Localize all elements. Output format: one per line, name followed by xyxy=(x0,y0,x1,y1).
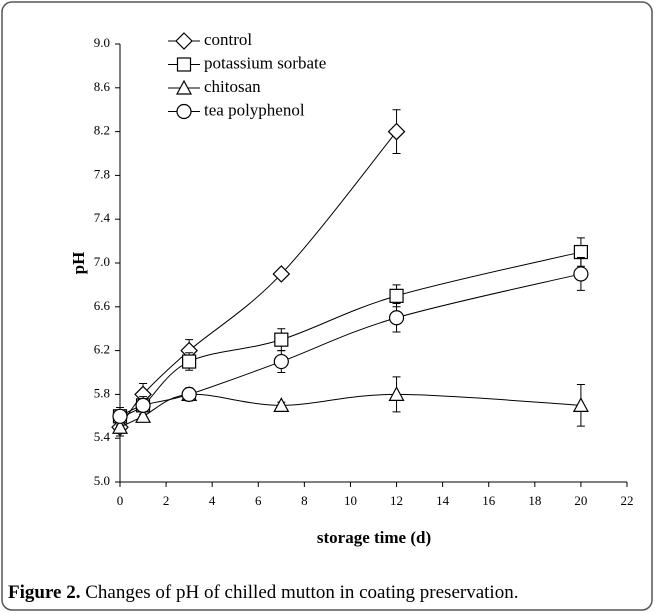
marker xyxy=(135,408,152,423)
y-tick-label: 8.2 xyxy=(94,123,110,138)
marker xyxy=(135,397,151,413)
marker xyxy=(573,266,589,282)
marker xyxy=(272,265,291,283)
y-tick-label: 9.0 xyxy=(94,35,110,50)
caption: Figure 2. Changes of pH of chilled mutto… xyxy=(8,582,518,603)
y-tick-label: 5.4 xyxy=(94,429,111,444)
marker xyxy=(572,397,589,412)
x-tick-label: 22 xyxy=(621,493,634,508)
marker xyxy=(388,310,405,326)
marker xyxy=(388,386,405,401)
marker xyxy=(387,122,406,141)
marker xyxy=(389,288,404,303)
x-axis-label: storage time (d) xyxy=(317,528,431,547)
x-tick-label: 6 xyxy=(255,493,262,508)
y-tick-label: 7.0 xyxy=(94,254,110,269)
legend-label: control xyxy=(204,30,252,49)
x-tick-label: 8 xyxy=(301,493,308,508)
x-tick-label: 16 xyxy=(482,493,496,508)
x-tick-label: 2 xyxy=(163,493,170,508)
x-tick-label: 10 xyxy=(344,493,357,508)
caption-label: Figure 2. xyxy=(8,582,80,603)
x-tick-label: 18 xyxy=(528,493,541,508)
caption-text: Changes of pH of chilled mutton in coati… xyxy=(85,582,518,603)
y-tick-label: 5.0 xyxy=(94,473,110,488)
x-tick-label: 20 xyxy=(574,493,587,508)
marker xyxy=(182,354,197,369)
marker xyxy=(273,397,290,412)
legend-marker xyxy=(176,103,192,120)
legend-marker xyxy=(176,57,192,72)
y-tick-label: 7.8 xyxy=(94,166,110,181)
marker xyxy=(111,418,129,434)
x-tick-label: 4 xyxy=(209,493,216,508)
x-tick-label: 14 xyxy=(436,493,450,508)
marker xyxy=(273,353,289,370)
legend-label: potassium sorbate xyxy=(204,53,326,72)
y-tick-label: 6.6 xyxy=(94,298,111,313)
x-tick-label: 12 xyxy=(390,493,403,508)
y-tick-label: 6.2 xyxy=(94,342,110,357)
y-tick-label: 8.6 xyxy=(94,79,111,94)
marker xyxy=(181,386,197,402)
y-tick-label: 5.8 xyxy=(94,385,110,400)
y-tick-label: 7.4 xyxy=(94,210,111,225)
y-axis-label: pH xyxy=(69,252,88,275)
legend-marker xyxy=(175,32,193,50)
marker xyxy=(573,244,589,260)
legend-marker xyxy=(175,79,193,95)
marker xyxy=(274,332,289,347)
legend-label: tea polyphenol xyxy=(204,100,305,119)
legend-label: chitosan xyxy=(204,77,261,96)
marker xyxy=(112,408,128,424)
x-tick-label: 0 xyxy=(117,493,124,508)
